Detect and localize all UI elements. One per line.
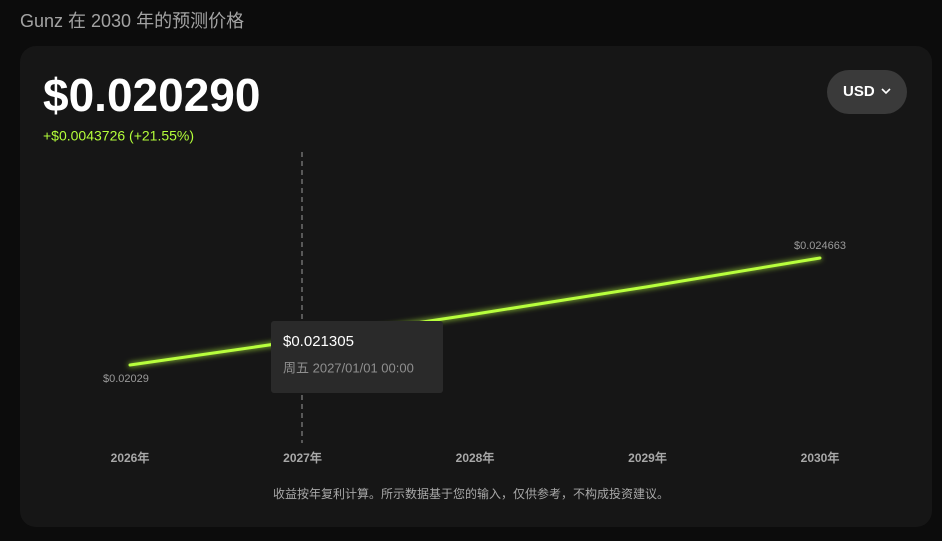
button-bg[interactable] — [827, 70, 907, 114]
data-label: $0.024663 — [794, 240, 846, 252]
x-tick-label: 2027年 — [283, 450, 322, 465]
tooltip: $0.021305 周五 2027/01/01 00:00 — [271, 321, 443, 393]
price: $0.020290 — [43, 69, 260, 121]
x-tick-label: 2029年 — [628, 450, 667, 465]
chevron-icon[interactable] — [881, 88, 891, 95]
button-label[interactable]: USD — [843, 83, 875, 100]
footnote: 收益按年复利计算。所示数据基于您的输入，仅供参考，不构成投资建议。 — [273, 486, 669, 501]
tooltip-date: 周五 2027/01/01 00:00 — [283, 360, 414, 375]
currency-button[interactable]: USD — [827, 70, 907, 114]
price-line — [128, 256, 822, 367]
price-change: +$0.0043726 (+21.55%) — [43, 128, 194, 144]
x-tick-label: 2030年 — [801, 450, 840, 465]
tooltip-box — [271, 321, 443, 393]
x-tick-label: 2026年 — [111, 450, 150, 465]
data-label: $0.02029 — [103, 373, 149, 385]
x-tick-label: 2028年 — [456, 450, 495, 465]
plot: 2026年 2027年 2028年 2029年 2030年 $0.02029 $0.0246… — [103, 240, 846, 465]
card — [20, 46, 932, 527]
tooltip-value: $0.021305 — [283, 333, 354, 350]
page-title: Gunz 在 2030 年的预测价格 — [20, 11, 244, 31]
